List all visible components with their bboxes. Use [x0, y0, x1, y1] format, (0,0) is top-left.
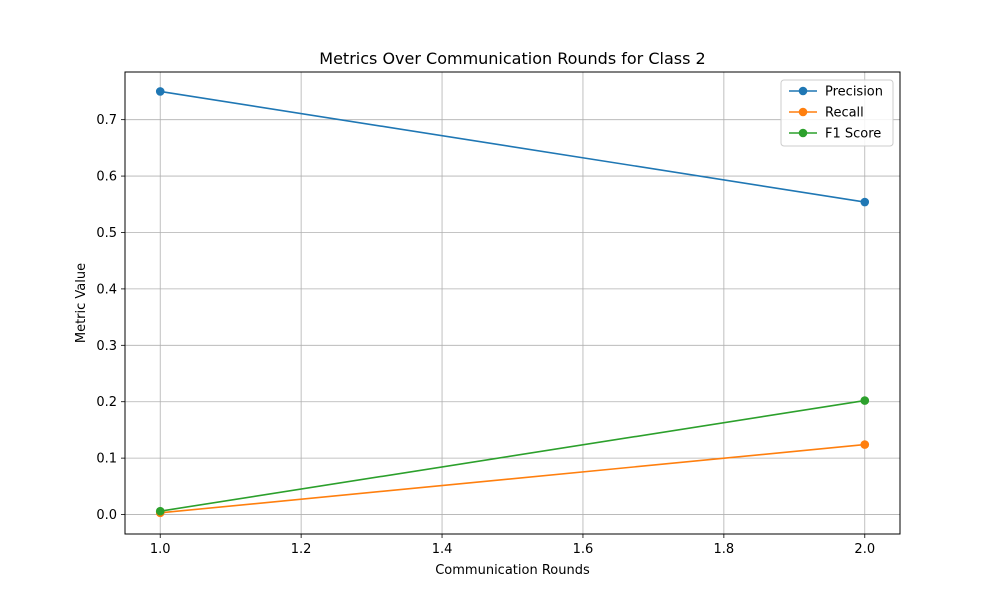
data-point	[860, 396, 870, 405]
y-tick-label: 0.0	[96, 508, 117, 523]
x-tick-label: 1.2	[291, 542, 312, 557]
y-tick-label: 0.6	[96, 170, 117, 185]
x-tick-label: 1.4	[432, 542, 453, 557]
data-point	[860, 197, 870, 207]
legend-label: F1 Score	[825, 127, 881, 142]
data-point	[860, 440, 870, 449]
y-tick-label: 0.4	[96, 282, 117, 297]
legend-box	[780, 79, 894, 147]
legend-label: Recall	[825, 106, 864, 121]
series-line	[160, 90, 865, 203]
series-precision	[155, 87, 870, 207]
data-point	[155, 506, 165, 516]
legend-item: Precision	[789, 85, 883, 100]
legend-marker	[798, 128, 808, 138]
series-f1-score	[155, 396, 870, 516]
data-point	[155, 87, 165, 96]
legend-label: Precision	[825, 85, 883, 100]
series-line	[160, 443, 865, 514]
y-tick-label: 0.1	[96, 452, 117, 467]
legend-marker	[798, 107, 808, 117]
legend-item: Recall	[789, 106, 864, 121]
x-tick-label: 2.0	[854, 542, 875, 557]
series-layer	[155, 87, 870, 518]
x-tick-label: 1.8	[714, 542, 735, 557]
y-tick-label: 0.5	[96, 226, 117, 241]
plot-frame	[124, 71, 901, 535]
x-axis: 1.0 1.2 1.4 1.6 1.8 2.0	[150, 534, 875, 557]
series-line	[160, 399, 865, 512]
x-tick-label: 1.6	[573, 542, 594, 557]
y-axis-label: Metric Value	[74, 263, 89, 343]
x-tick-label: 1.0	[150, 542, 171, 557]
grid-lines	[125, 72, 900, 534]
legend: Precision Recall F1 Score	[780, 79, 894, 147]
legend-marker	[798, 86, 808, 96]
y-axis: 0.0 0.1 0.2 0.3 0.4 0.5 0.6 0.7	[96, 113, 125, 523]
y-tick-label: 0.7	[96, 113, 117, 128]
chart-title: Metrics Over Communication Rounds for Cl…	[319, 49, 705, 68]
x-axis-label: Communication Rounds	[435, 563, 590, 578]
legend-item: F1 Score	[789, 127, 881, 142]
y-tick-label: 0.2	[96, 395, 117, 410]
y-tick-label: 0.3	[96, 339, 117, 354]
